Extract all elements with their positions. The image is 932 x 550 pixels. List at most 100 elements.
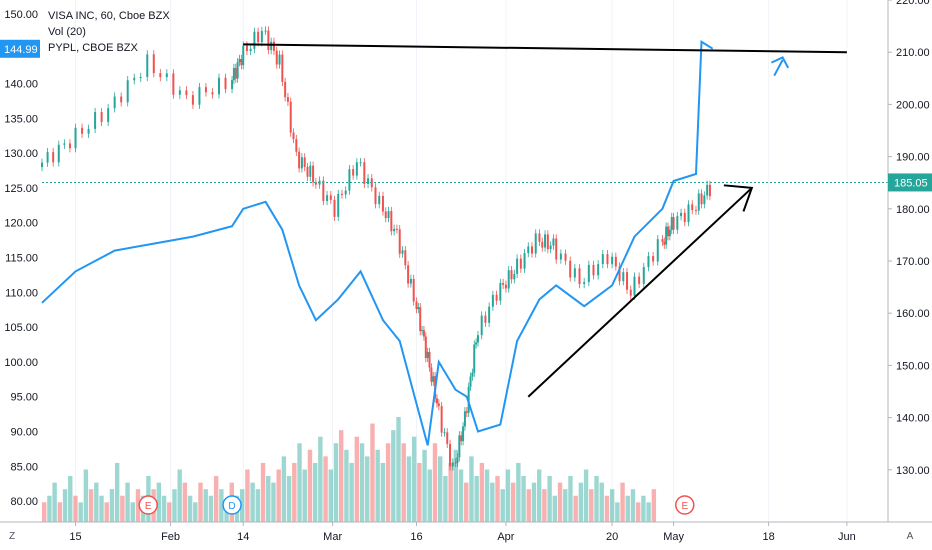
candle-body [326,195,329,202]
candle-body [426,351,429,358]
candle-body [527,246,530,254]
compare-symbol-label[interactable]: PYPL, CBOE BZX [48,42,138,54]
volume-bar [292,462,297,522]
candle-body [395,228,398,230]
candle-body [178,90,181,95]
left-tick-label: 125.00 [4,183,38,195]
left-tick-label: 135.00 [4,113,38,125]
volume-bar [573,495,578,522]
last-price-badge [888,173,932,192]
candle-body [519,258,522,269]
volume-indicator-label[interactable]: Vol (20) [48,26,86,38]
volume-bar [411,436,417,522]
right-tick-label: 210.00 [896,47,930,59]
candle-body [703,195,706,205]
resistance-trendline [243,43,847,54]
candle-body [587,264,590,283]
candle-body [348,169,351,191]
candle-body [275,50,278,65]
candle-body [281,54,284,82]
time-tick-label: Apr [497,531,514,543]
volume-bars [42,417,657,522]
candle-body [706,184,709,196]
volume-bar [422,449,427,522]
volume-bar [557,482,563,522]
candle-body [471,372,474,377]
volume-bar [536,469,542,522]
volume-bar [172,489,177,522]
volume-bar [401,443,406,522]
auto-scale-button[interactable]: A [906,531,914,542]
candle-body [159,73,162,78]
candle-body [622,272,625,282]
candle-body [264,30,267,32]
time-tick-label: 18 [762,531,774,543]
candle-body [232,67,235,81]
event-marker-D [222,495,242,515]
candle-body [469,376,472,387]
candle-body [94,112,97,129]
candle-body [337,193,340,217]
candle-body [211,92,214,95]
volume-bar [625,495,630,522]
left-tick-label: 105.00 [4,322,38,334]
candle-body [510,270,513,280]
candle-body [191,95,194,105]
candle-body [443,432,446,434]
compare-price-badge [0,39,40,58]
volume-bar [651,489,657,522]
volume-bar [583,469,589,522]
candle-body [295,139,298,152]
volume-bar [323,456,328,522]
candle-body [499,283,502,301]
volume-bar [589,489,594,522]
right-tick-label: 220.00 [896,0,930,7]
volume-bar [344,449,349,522]
volume-bar [396,417,401,522]
candle-body [422,330,425,337]
candle-body [412,278,415,302]
candle-body [488,306,491,323]
candle-body [462,426,465,442]
candle-body [312,165,315,183]
candle-body [507,270,510,289]
volume-bar [187,495,193,522]
candle-body [52,152,55,163]
candle-body [513,273,516,280]
volume-bar [239,489,245,522]
candle-body [242,45,245,66]
candle-body [133,77,136,81]
volume-bar [281,456,287,522]
candle-body [152,54,155,74]
volume-bar [349,462,354,522]
candle-body [146,54,149,78]
candle-body [665,226,668,245]
volume-bar [47,495,52,522]
event-marker-label: D [228,501,235,512]
zoom-toggle-button[interactable]: Z [8,531,16,542]
volume-bar [109,489,115,522]
candle-body [306,166,309,177]
volume-bar [432,443,438,522]
candle-body [286,97,289,102]
volume-bar [57,502,63,522]
volume-bar [604,495,610,522]
candle-body [378,195,381,205]
candle-body [476,335,479,343]
volume-bar [474,476,479,522]
volume-bar [641,495,646,522]
symbol-title[interactable]: VISA INC, 60, Cboe BZX [48,10,170,22]
volume-bar [469,456,474,522]
volume-bar [406,456,412,522]
candle-body [381,195,384,212]
drawing-tools[interactable] [42,43,888,398]
volume-bar [42,502,47,522]
candle-body [672,217,675,230]
candle-body [224,77,227,90]
chart-legend: VISA INC, 60, Cboe BZX Vol (20) PYPL, CB… [48,8,170,56]
candle-body [458,435,461,458]
volume-bar [130,502,135,522]
left-tick-label: 120.00 [4,218,38,230]
